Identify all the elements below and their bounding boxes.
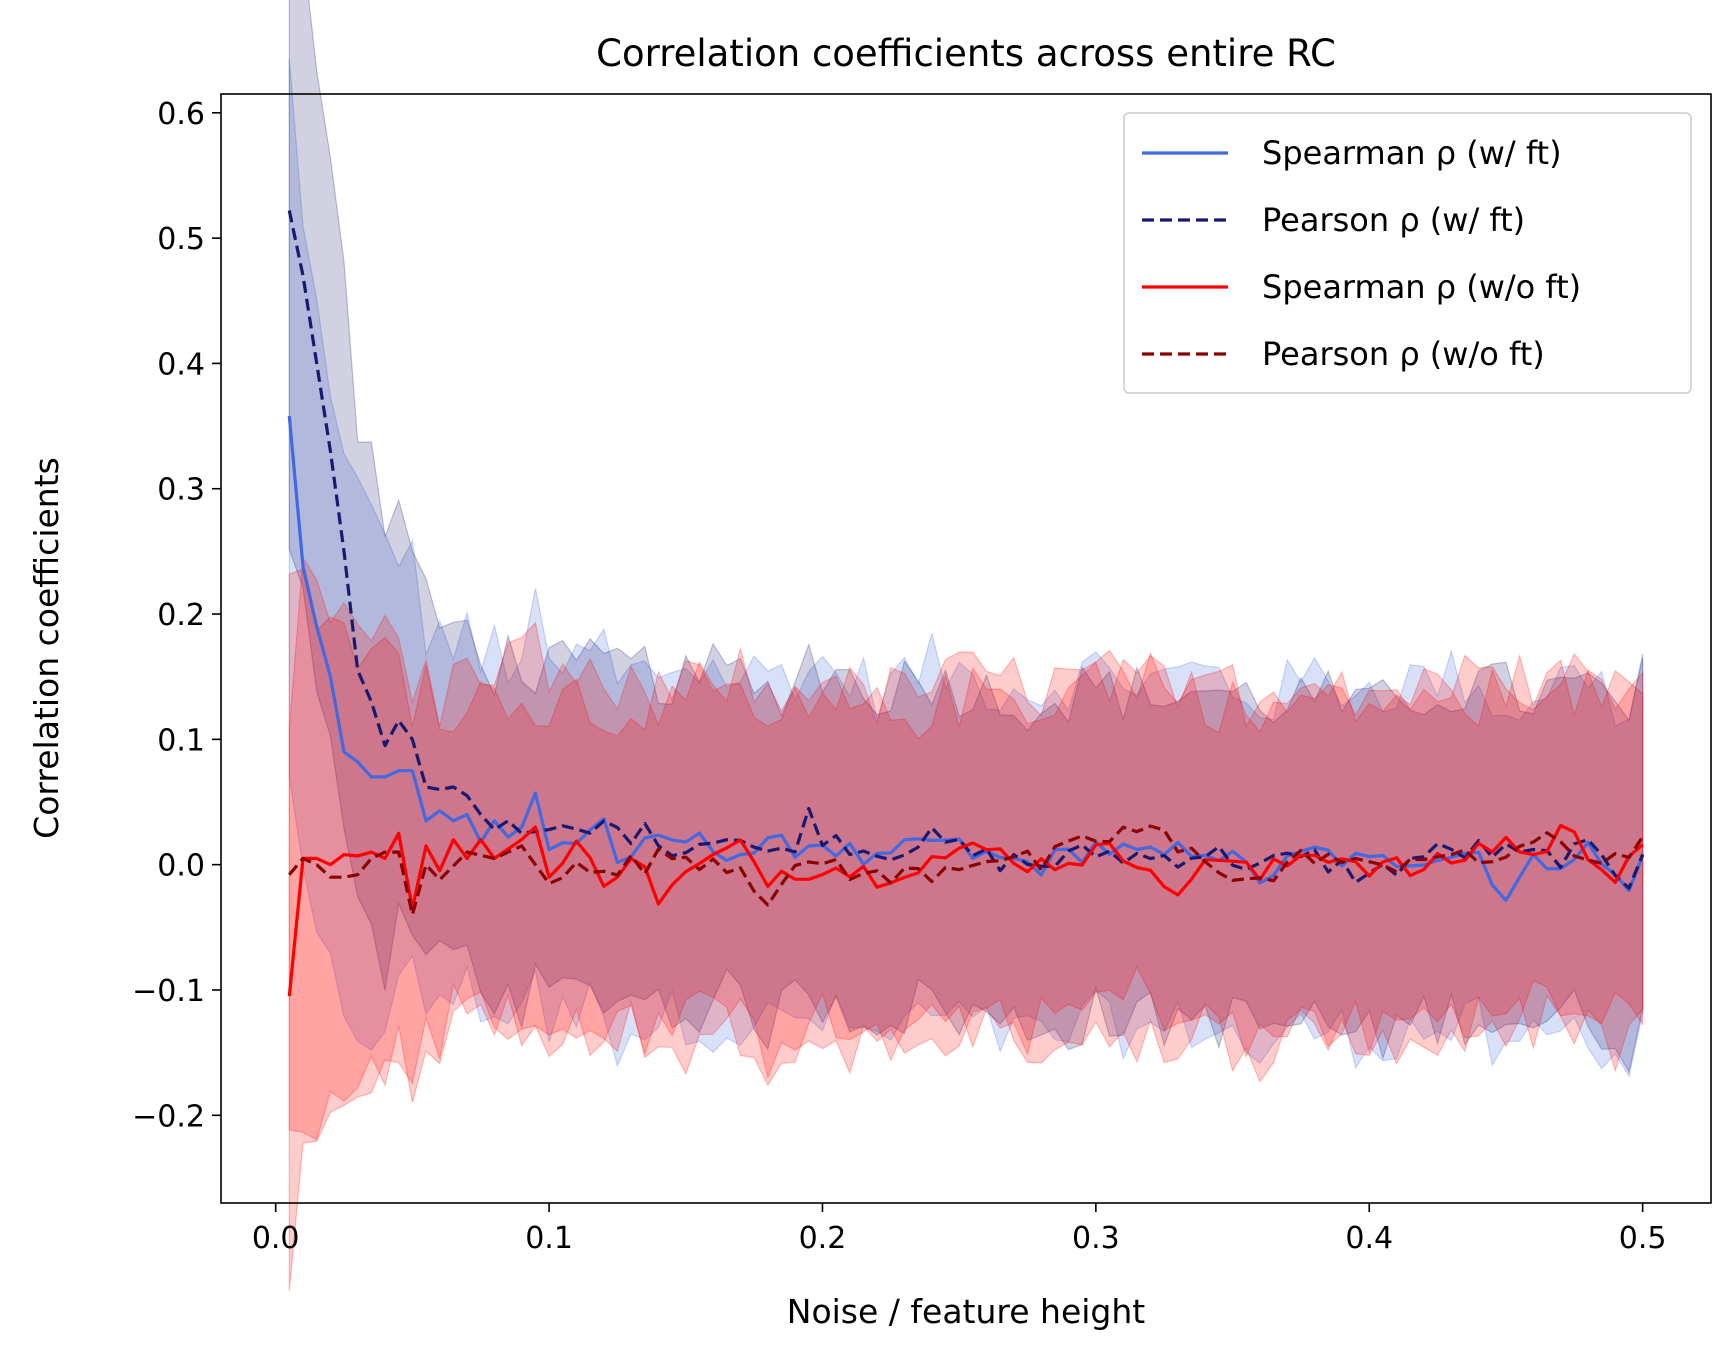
line-series-2 (287, 823, 1644, 997)
band-series-3 (288, 568, 1644, 1141)
x-tick-label: 0.2 (799, 1221, 847, 1256)
y-tick-label: 0.1 (157, 723, 205, 758)
line-series-3 (288, 824, 1645, 917)
series-lines (287, 210, 1645, 997)
y-tick-label: 0.3 (157, 473, 205, 508)
legend: Spearman ρ (w/ ft) Pearson ρ (w/ ft) Spear… (1123, 112, 1692, 394)
y-tick-label: 0.0 (157, 849, 205, 884)
legend-entry-label: Pearson ρ (w/ ft) (1262, 201, 1525, 239)
plot-frame (220, 93, 1712, 1204)
line-series-1 (287, 210, 1645, 890)
x-axis-ticks: 0.0 0.1 0.2 0.3 0.4 0.5 (252, 1203, 1667, 1256)
y-axis-ticks: −0.2 −0.1 0.0 0.1 0.2 0.3 0.4 0.5 0.6 (132, 97, 221, 1134)
x-tick-label: 0.4 (1345, 1221, 1393, 1256)
legend-entry-label: Spearman ρ (w/o ft) (1262, 268, 1581, 306)
y-tick-label: 0.6 (157, 97, 205, 132)
x-tick-label: 0.5 (1619, 1221, 1667, 1256)
y-tick-label: −0.2 (132, 1099, 205, 1134)
confidence-bands (288, 0, 1644, 1292)
x-tick-label: 0.3 (1072, 1221, 1120, 1256)
band-series-2 (288, 555, 1644, 1292)
y-tick-label: 0.4 (157, 347, 205, 382)
legend-entry-label: Pearson ρ (w/o ft) (1262, 335, 1545, 373)
x-axis-label: Noise / feature height (787, 1292, 1146, 1331)
legend-items: Spearman ρ (w/ ft) Pearson ρ (w/ ft) Spear… (1142, 134, 1581, 373)
y-tick-label: 0.2 (157, 598, 205, 633)
band-series-1 (288, 0, 1644, 1074)
y-axis-label: Correlation coefficients (27, 457, 66, 839)
chart-title: Correlation coefficients across entire R… (596, 32, 1336, 75)
y-tick-label: 0.5 (157, 222, 205, 257)
legend-entry-label: Spearman ρ (w/ ft) (1262, 134, 1562, 172)
legend-box (1123, 112, 1692, 394)
x-tick-label: 0.1 (525, 1221, 573, 1256)
x-tick-label: 0.0 (252, 1221, 300, 1256)
band-series-0 (288, 58, 1644, 1078)
y-tick-label: −0.1 (132, 974, 205, 1009)
